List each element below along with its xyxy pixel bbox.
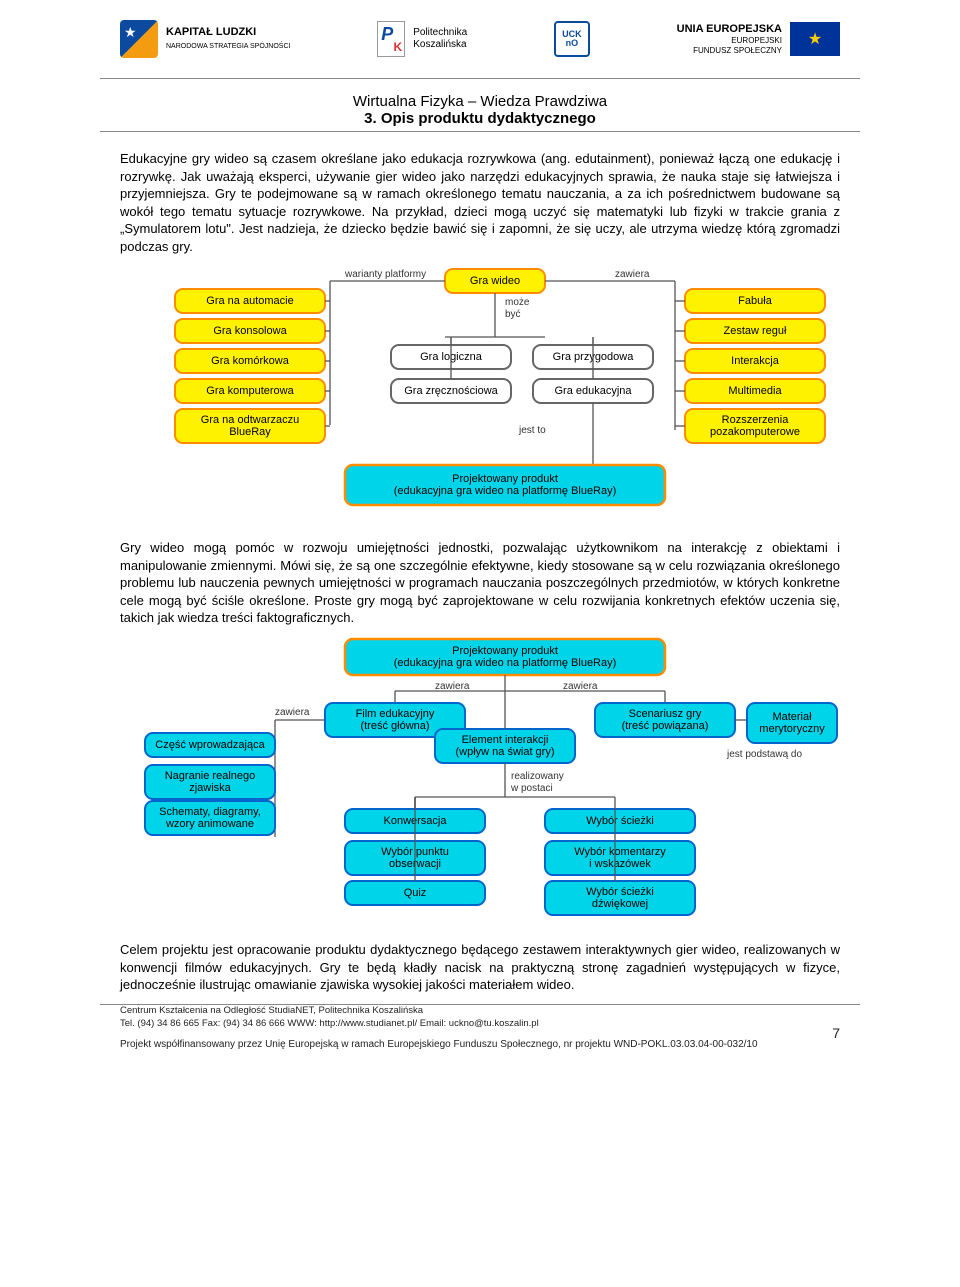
svg-text:Wybór ścieżkidźwiękowej: Wybór ścieżkidźwiękowej [586, 886, 654, 910]
svg-text:Wybór ścieżki: Wybór ścieżki [586, 815, 654, 827]
svg-text:realizowany: realizowany [511, 771, 564, 782]
svg-text:Gra wideo: Gra wideo [470, 275, 520, 287]
svg-text:Interakcja: Interakcja [731, 355, 780, 367]
svg-text:zawiera: zawiera [615, 269, 650, 280]
logo-uckno: UCK nO [554, 21, 590, 57]
logo-eu: UNIA EUROPEJSKA EUROPEJSKI FUNDUSZ SPOŁE… [677, 22, 840, 56]
footer-line2: Tel. (94) 34 86 665 Fax: (94) 34 86 666 … [120, 1018, 840, 1029]
kl-text: KAPITAŁ LUDZKI NARODOWA STRATEGIA SPÓJNO… [166, 26, 290, 51]
svg-text:Quiz: Quiz [404, 887, 427, 899]
diagram-2: Projektowany produkt(edukacyjna gra wide… [115, 637, 845, 927]
logo-kapital-ludzki: KAPITAŁ LUDZKI NARODOWA STRATEGIA SPÓJNO… [120, 20, 290, 58]
svg-text:Gra edukacyjna: Gra edukacyjna [554, 385, 632, 397]
svg-text:Gra zręcznościowa: Gra zręcznościowa [404, 385, 498, 397]
svg-text:Gra komputerowa: Gra komputerowa [206, 385, 294, 397]
svg-text:Rozszerzeniapozakomputerowe: Rozszerzeniapozakomputerowe [710, 414, 800, 438]
svg-text:Część wprowadzająca: Część wprowadzająca [155, 739, 265, 751]
divider [100, 131, 860, 132]
page: KAPITAŁ LUDZKI NARODOWA STRATEGIA SPÓJNO… [0, 0, 960, 1050]
svg-text:zawiera: zawiera [275, 707, 310, 718]
svg-text:Element interakcji(wpływ na św: Element interakcji(wpływ na świat gry) [455, 734, 554, 758]
pk1: Politechnika [413, 27, 467, 38]
svg-text:Scenariusz gry(treść powiązana: Scenariusz gry(treść powiązana) [622, 708, 709, 732]
svg-text:Film edukacyjny(treść główna): Film edukacyjny(treść główna) [356, 708, 435, 732]
svg-text:może: może [505, 297, 530, 308]
eu-text: UNIA EUROPEJSKA EUROPEJSKI FUNDUSZ SPOŁE… [677, 23, 782, 55]
svg-text:jest podstawą do: jest podstawą do [726, 749, 802, 760]
title-block: Wirtualna Fizyka – Wiedza Prawdziwa 3. O… [0, 93, 960, 127]
diagram-1: Gra wideo warianty platformy zawiera możeby… [115, 265, 845, 525]
kl-icon [120, 20, 158, 58]
svg-text:zawiera: zawiera [563, 681, 598, 692]
svg-text:Multimedia: Multimedia [728, 385, 782, 397]
svg-text:jest to: jest to [518, 425, 546, 436]
svg-text:warianty platformy: warianty platformy [344, 269, 426, 280]
svg-text:w postaci: w postaci [510, 783, 553, 794]
footer-project: Projekt współfinansowany przez Unię Euro… [120, 1039, 840, 1050]
kl-bold: KAPITAŁ LUDZKI [166, 26, 256, 38]
kl-sub: NARODOWA STRATEGIA SPÓJNOŚCI [166, 43, 290, 50]
uckno-icon: UCK nO [554, 21, 590, 57]
svg-text:Gra konsolowa: Gra konsolowa [213, 325, 287, 337]
svg-text:być: być [505, 309, 521, 320]
paragraph-1: Edukacyjne gry wideo są czasem określane… [0, 150, 960, 255]
title-line1: Wirtualna Fizyka – Wiedza Prawdziwa [0, 93, 960, 110]
footer: Centrum Kształcenia na Odległość StudiaN… [0, 1005, 960, 1050]
svg-text:Gra na automacie: Gra na automacie [206, 295, 293, 307]
footer-line1: Centrum Kształcenia na Odległość StudiaN… [120, 1005, 840, 1016]
pk-icon [377, 21, 405, 57]
logo-politechnika: Politechnika Koszalińska [377, 21, 467, 57]
eu-flag-icon: ★ [790, 22, 840, 56]
svg-text:Schematy, diagramy,wzory animo: Schematy, diagramy,wzory animowane [159, 806, 261, 830]
page-number: 7 [832, 1025, 840, 1041]
paragraph-3: Celem projektu jest opracowanie produktu… [0, 941, 960, 994]
pk2: Koszalińska [413, 39, 466, 50]
header-logos: KAPITAŁ LUDZKI NARODOWA STRATEGIA SPÓJNO… [0, 0, 960, 68]
paragraph-2: Gry wideo mogą pomóc w rozwoju umiejętno… [0, 539, 960, 627]
svg-text:zawiera: zawiera [435, 681, 470, 692]
svg-text:Zestaw reguł: Zestaw reguł [724, 325, 788, 337]
pk-text: Politechnika Koszalińska [413, 27, 467, 51]
divider [100, 78, 860, 79]
title-line2: 3. Opis produktu dydaktycznego [0, 110, 960, 127]
svg-text:Gra komórkowa: Gra komórkowa [211, 355, 290, 367]
svg-text:Fabuła: Fabuła [738, 295, 773, 307]
